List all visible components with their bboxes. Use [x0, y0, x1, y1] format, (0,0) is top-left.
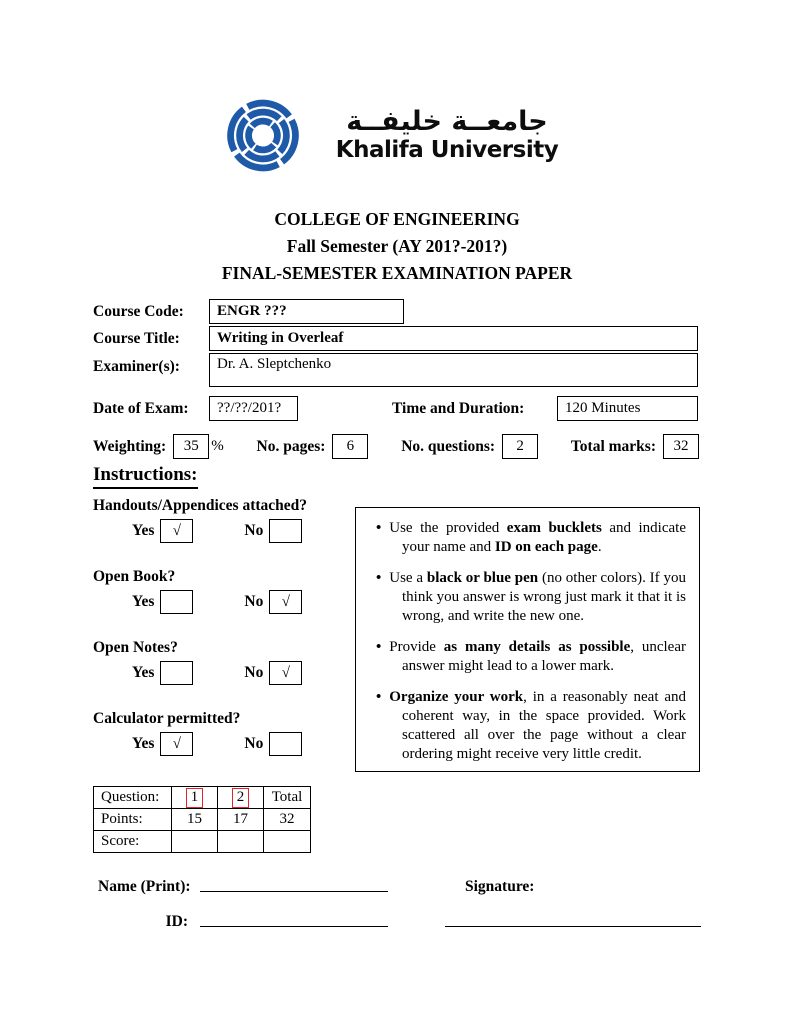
logo-text: جامعــة خليفــة Khalifa University — [320, 106, 574, 165]
weighting-unit: % — [211, 438, 224, 454]
logo-arabic-name: جامعــة خليفــة — [346, 106, 548, 138]
handouts-question-label: Handouts/Appendices attached? — [93, 497, 308, 514]
score-table-row: Points: 15 17 32 — [93, 808, 311, 831]
name-signature-line[interactable] — [200, 891, 388, 892]
open-notes-no-checkbox[interactable]: √ — [269, 661, 303, 685]
questions-field[interactable]: 2 — [502, 434, 539, 459]
logo-english-name: Khalifa University — [335, 137, 559, 164]
question-number-link[interactable]: 2 — [231, 787, 250, 808]
yes-label: Yes — [132, 735, 155, 752]
open-notes-yes-checkbox[interactable] — [160, 661, 194, 685]
pages-label: No. pages: — [256, 437, 326, 455]
signature-line[interactable] — [445, 926, 701, 927]
total-marks-label: Total marks: — [570, 437, 656, 455]
name-print-label: Name (Print): — [98, 878, 191, 895]
score-cell: 1 — [171, 786, 218, 809]
permissions-column: Handouts/Appendices attached? Yes √ No O… — [93, 497, 333, 781]
course-code-field[interactable]: ENGR ??? — [209, 299, 404, 324]
semester-title: Fall Semester (AY 201?-201?) — [286, 236, 508, 256]
question-number-link[interactable]: 1 — [185, 787, 204, 808]
time-duration-field[interactable]: 120 Minutes — [557, 396, 698, 421]
ku-logo-mark-icon — [218, 99, 308, 185]
college-title: COLLEGE OF ENGINEERING — [274, 209, 520, 229]
examiner-field[interactable]: Dr. A. Sleptchenko — [209, 353, 698, 387]
calculator-no-checkbox[interactable] — [269, 732, 303, 756]
score-table: Question: 1 2 Total Points: 15 17 32 Score: — [93, 786, 311, 853]
score-table-body: Question: 1 2 Total Points: 15 17 32 Score: — [93, 786, 311, 853]
score-cell[interactable] — [171, 830, 218, 853]
total-marks-field[interactable]: 32 — [663, 434, 699, 459]
score-table-row: Question: 1 2 Total — [93, 786, 311, 809]
no-label: No — [244, 522, 264, 539]
score-cell: 32 — [263, 808, 311, 831]
instruction-bullet: • Organize your work, in a reasonably nea… — [376, 689, 686, 762]
open-book-no-checkbox[interactable]: √ — [269, 590, 303, 614]
university-logo: جامعــة خليفــة Khalifa University — [218, 86, 574, 185]
question-handouts: Handouts/Appendices attached? Yes √ No — [93, 497, 333, 543]
id-line[interactable] — [200, 926, 388, 927]
instructions-heading: Instructions: — [93, 464, 198, 489]
pages-field[interactable]: 6 — [332, 434, 369, 459]
question-open-notes: Open Notes? Yes No √ — [93, 639, 333, 685]
instructions-box: • Use the provided exam bucklets and indi… — [355, 507, 700, 772]
yes-label: Yes — [132, 593, 155, 610]
instructions-bullet-list: • Use the provided exam bucklets and indi… — [369, 519, 686, 764]
paper-type-title: FINAL-SEMESTER EXAMINATION PAPER — [221, 263, 573, 283]
no-label: No — [244, 664, 264, 681]
score-row-label: Score: — [93, 830, 172, 853]
questions-label: No. questions: — [401, 437, 496, 455]
course-code-label: Course Code: — [93, 303, 184, 320]
id-label: ID: — [165, 913, 188, 930]
bullet-icon: • — [376, 570, 382, 586]
page-header: COLLEGE OF ENGINEERING Fall Semester (AY… — [0, 206, 794, 287]
date-of-exam-label: Date of Exam: — [93, 400, 189, 417]
course-title-field[interactable]: Writing in Overleaf — [209, 326, 698, 351]
open-book-question-label: Open Book? — [93, 568, 176, 585]
weighting-field[interactable]: 35 — [173, 434, 210, 459]
examiner-label: Examiner(s): — [93, 358, 180, 375]
exam-meta-row: Weighting: 35 % No. pages: 6 No. questio… — [93, 434, 699, 459]
no-label: No — [244, 593, 264, 610]
instruction-bullet: • Provide as many details as possible, un… — [376, 639, 686, 674]
weighting-label: Weighting: — [93, 437, 167, 455]
score-row-label: Question: — [93, 786, 172, 809]
question-open-book: Open Book? Yes No √ — [93, 568, 333, 614]
score-row-label: Points: — [93, 808, 172, 831]
course-title-label: Course Title: — [93, 330, 180, 347]
no-label: No — [244, 735, 264, 752]
signature-label: Signature: — [465, 878, 535, 895]
open-book-yes-checkbox[interactable] — [160, 590, 194, 614]
score-table-row: Score: — [93, 830, 311, 853]
yes-label: Yes — [132, 522, 155, 539]
instruction-bullet: • Use the provided exam bucklets and indi… — [376, 520, 686, 555]
time-duration-label: Time and Duration: — [392, 400, 525, 417]
handouts-no-checkbox[interactable] — [269, 519, 303, 543]
question-calculator: Calculator permitted? Yes √ No — [93, 710, 333, 756]
score-cell[interactable] — [217, 830, 264, 853]
yes-label: Yes — [132, 664, 155, 681]
date-of-exam-field[interactable]: ??/??/201? — [209, 396, 298, 421]
bullet-icon: • — [376, 520, 382, 536]
score-cell: 15 — [171, 808, 218, 831]
bullet-icon: • — [376, 639, 382, 655]
calculator-yes-checkbox[interactable]: √ — [160, 732, 194, 756]
handouts-yes-checkbox[interactable]: √ — [160, 519, 194, 543]
bullet-icon: • — [376, 689, 382, 705]
score-cell: 17 — [217, 808, 264, 831]
calculator-question-label: Calculator permitted? — [93, 710, 241, 727]
open-notes-question-label: Open Notes? — [93, 639, 178, 656]
score-cell: 2 — [217, 786, 264, 809]
score-cell: Total — [263, 786, 311, 809]
score-cell[interactable] — [263, 830, 311, 853]
instruction-bullet: • Use a black or blue pen (no other color… — [376, 570, 686, 624]
